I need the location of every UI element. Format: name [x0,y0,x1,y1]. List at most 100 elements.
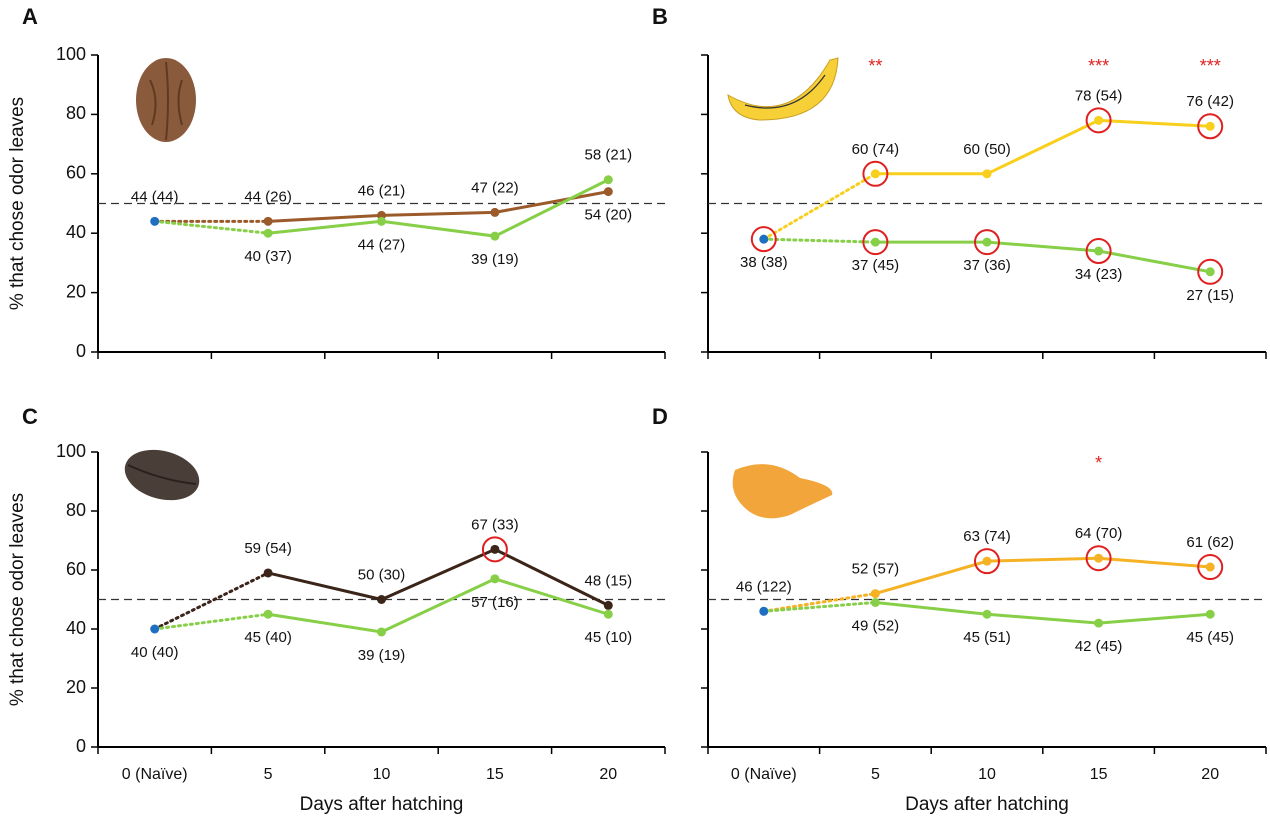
value-label: 27 (15) [1186,287,1234,304]
series-line [267,547,609,607]
value-label: 46 (122) [736,578,792,595]
value-label: 47 (22) [471,179,519,196]
panel: B 60 (74) 60 (50) 78 (54) 76 (42) 37 (45) 37 (… [652,4,1267,359]
x-axis-label: Days after hatching [300,794,464,815]
significance-circle [1085,238,1112,265]
naive-point [759,606,769,616]
value-label: 63 (74) [963,528,1011,545]
y-tick-label: 60 [66,559,86,579]
x-tick-label: 5 [264,766,273,783]
banana-line [744,74,826,109]
value-label: 39 (19) [358,647,406,664]
naive-connector [153,612,270,631]
banana-icon [727,57,839,121]
series-line [874,556,1211,596]
data-point [870,589,880,599]
x-tick-label: 20 [599,766,617,783]
y-tick-label: 20 [66,677,86,697]
data-point [982,169,992,179]
data-point [1094,618,1104,628]
x-tick-label: 10 [978,766,996,783]
y-tick-label: 100 [56,441,86,461]
data-point [1094,115,1104,125]
value-label: 39 (19) [471,251,519,268]
y-tick-label: 40 [66,222,86,242]
x-tick-label: 20 [1201,766,1219,783]
value-label: 40 (37) [244,248,292,265]
data-point [870,597,880,607]
naive-point [759,234,769,244]
x-tick-label: 10 [373,766,391,783]
y-tick-label: 0 [76,736,86,756]
significance-circle [481,536,508,563]
data-point [870,169,880,179]
coffee-bean-icon [124,449,200,501]
data-point [603,600,613,610]
value-label: 78 (54) [1075,87,1123,104]
value-label: 64 (70) [1075,525,1123,542]
data-point [263,609,273,619]
value-label: 76 (42) [1186,93,1234,110]
value-label: 57 (16) [471,594,519,611]
series-line [267,178,609,238]
data-point [490,231,500,241]
series-line [267,577,609,634]
almond-texture [149,61,183,141]
y-axis-label: % that chose odor leaves [7,493,28,706]
value-label: 67 (33) [471,516,519,533]
data-point [377,627,386,637]
data-point [603,609,613,619]
significance-circle [1197,258,1224,285]
panel: D 0 (Naïve) 5 10 15 20 Days after hatching 52 (… [652,404,1267,815]
series-line [268,190,609,223]
data-point [982,237,992,247]
data-point [603,175,613,185]
data-point [490,574,500,584]
x-axis-label: Days after hatching [905,794,1069,815]
data-point [263,568,273,578]
value-label: 45 (51) [963,629,1011,646]
value-label: 45 (45) [1186,629,1234,646]
data-point [603,187,613,197]
y-tick-label: 40 [66,618,86,638]
series-line [875,240,1211,274]
value-label: 38 (38) [740,254,788,271]
y-tick-label: 20 [66,281,86,301]
data-point [377,595,386,604]
value-label: 48 (15) [585,572,633,589]
value-label: 45 (40) [244,629,292,646]
data-point [870,237,880,247]
panel: C 0 20 40 60 80 100 % that chose odor leaves 0 (… [7,404,666,815]
value-label: 44 (26) [244,188,292,205]
data-point [377,216,386,226]
value-label: 44 (44) [131,188,179,205]
significance-stars: *** [1200,56,1221,76]
value-label: 45 (10) [585,629,633,646]
data-point [1205,562,1215,572]
significance-circle [974,548,1000,575]
value-label: 49 (52) [852,617,900,634]
naive-point [150,624,160,634]
panel-label: C [22,404,38,429]
panel-label: B [652,4,668,29]
data-point [490,207,500,217]
significance-circle [974,229,1000,256]
y-tick-label: 0 [76,341,86,361]
naive-connector [762,592,877,613]
naive-connector [153,571,270,631]
significance-circle [862,160,889,187]
panel: A 0 20 40 60 80 100 % that chose odor leaves 44 … [7,4,666,361]
data-point [1205,121,1215,131]
naive-connector [153,219,270,235]
value-label: 60 (50) [963,141,1011,158]
value-label: 44 (27) [358,236,406,253]
x-tick-label: 0 (Naïve) [122,766,188,783]
y-tick-label: 100 [56,44,86,64]
y-tick-label: 80 [66,500,86,520]
significance-circle [1085,107,1112,134]
value-label: 60 (74) [852,141,900,158]
x-tick-label: 0 (Naïve) [731,766,797,783]
x-tick-label: 15 [1090,766,1108,783]
